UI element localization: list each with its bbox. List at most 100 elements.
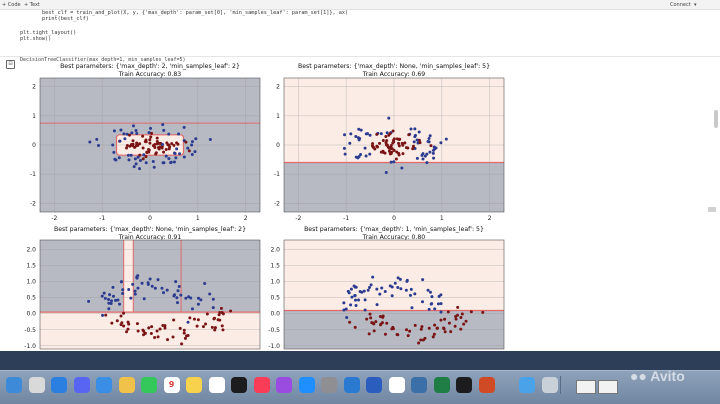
data-point [127, 158, 131, 162]
data-point [122, 324, 126, 328]
y-tick-label: 1 [32, 113, 36, 120]
decision-boundary-plot-3: -1.0 -0.5 0.0 0.5 1.0 1.5 2.0 [24, 239, 261, 350]
data-point [378, 314, 382, 318]
connect-button[interactable]: Connect [670, 2, 691, 8]
output-clear-icon[interactable]: ⊟ [6, 60, 15, 69]
y-tick-label: 0.5 [270, 295, 280, 302]
data-point [392, 160, 396, 164]
mail-icon[interactable] [96, 377, 112, 393]
appstore-icon[interactable] [298, 377, 315, 393]
finder-icon[interactable] [6, 377, 22, 393]
data-point [204, 322, 208, 326]
data-point [443, 330, 447, 334]
data-point [175, 147, 179, 151]
data-point [381, 315, 385, 319]
data-point [221, 312, 225, 316]
data-point [391, 327, 395, 331]
calendar-icon[interactable]: 9 [163, 377, 180, 393]
data-point [413, 133, 417, 137]
data-point [347, 291, 351, 295]
settings-icon[interactable] [321, 377, 337, 393]
data-point [184, 296, 188, 300]
y-tick-label: 1.0 [270, 279, 280, 286]
y-tick-label: 1.0 [26, 279, 36, 286]
data-point [108, 293, 112, 297]
data-point [119, 314, 123, 318]
data-point [177, 132, 181, 136]
reminders-icon[interactable] [208, 377, 225, 393]
data-point [358, 290, 362, 294]
data-point [431, 151, 435, 155]
data-point [357, 298, 361, 302]
facetime-icon[interactable] [141, 377, 157, 393]
data-point [150, 131, 154, 135]
data-point [469, 310, 473, 314]
data-point [459, 327, 463, 331]
excel-icon[interactable] [433, 377, 450, 393]
code-cell[interactable]: best_clf = train_and_plot(X, y, {'max_de… [20, 10, 720, 60]
data-point [144, 155, 148, 159]
launchpad-icon[interactable] [28, 377, 45, 393]
data-point [444, 137, 448, 141]
add-code-button[interactable]: + Code [2, 2, 21, 8]
data-point [385, 321, 389, 325]
output-toolbar-icon[interactable] [708, 207, 716, 212]
data-point [104, 313, 108, 317]
data-point [197, 296, 201, 300]
data-point [354, 135, 358, 139]
downloads-icon[interactable] [519, 377, 535, 393]
data-point [88, 140, 92, 144]
decision-boundary-plot-2: -2 -1 0 1 2 -2 -1 0 1 2 [274, 77, 505, 222]
data-point [372, 329, 376, 333]
data-point [406, 334, 410, 338]
add-text-button[interactable]: + Text [24, 2, 40, 8]
powerpoint-icon[interactable] [478, 377, 495, 393]
data-point [357, 155, 361, 159]
safari-icon[interactable] [51, 377, 67, 393]
data-point [129, 296, 133, 300]
dock-window-thumbnail[interactable] [598, 380, 618, 394]
data-point [394, 157, 398, 161]
notes-icon[interactable] [186, 377, 202, 393]
vertical-scrollbar[interactable] [714, 110, 718, 128]
photos-icon[interactable] [118, 377, 135, 393]
output-text: DecisionTreeClassifier(max_depth=1, min_… [20, 57, 186, 63]
x-tick-label: 1 [440, 215, 444, 222]
terminal-icon[interactable] [456, 377, 472, 393]
data-point [154, 152, 158, 156]
chevron-down-icon[interactable]: ▾ [694, 2, 697, 8]
data-point [153, 142, 157, 146]
vscode-icon[interactable] [343, 377, 360, 393]
discord-icon[interactable] [73, 377, 90, 393]
data-point [131, 282, 135, 286]
chrome-icon[interactable] [388, 377, 405, 393]
data-point [353, 294, 357, 298]
data-point [142, 297, 146, 301]
data-point [134, 128, 138, 132]
data-point [107, 301, 111, 305]
data-point [122, 311, 126, 315]
data-point [368, 152, 372, 156]
data-point [149, 126, 153, 130]
data-point [399, 287, 403, 291]
data-point [433, 323, 437, 327]
data-point [371, 145, 375, 149]
podcasts-icon[interactable] [276, 377, 292, 393]
trash-icon[interactable] [541, 377, 558, 393]
y-tick-label: -0.5 [24, 327, 36, 334]
data-point [383, 290, 387, 294]
x-tick-label: 0 [392, 215, 396, 222]
tv-icon[interactable] [231, 377, 247, 393]
data-point [384, 171, 388, 175]
data-point [383, 151, 387, 155]
dock-window-thumbnail[interactable] [576, 380, 596, 394]
data-point [172, 318, 176, 322]
data-point [409, 127, 413, 131]
word-icon[interactable] [366, 377, 382, 393]
data-point [213, 328, 217, 332]
data-point [135, 322, 139, 326]
music-icon[interactable] [253, 377, 270, 393]
data-point [364, 154, 368, 158]
data-point [107, 307, 111, 311]
pgadmin-icon[interactable] [411, 377, 427, 393]
